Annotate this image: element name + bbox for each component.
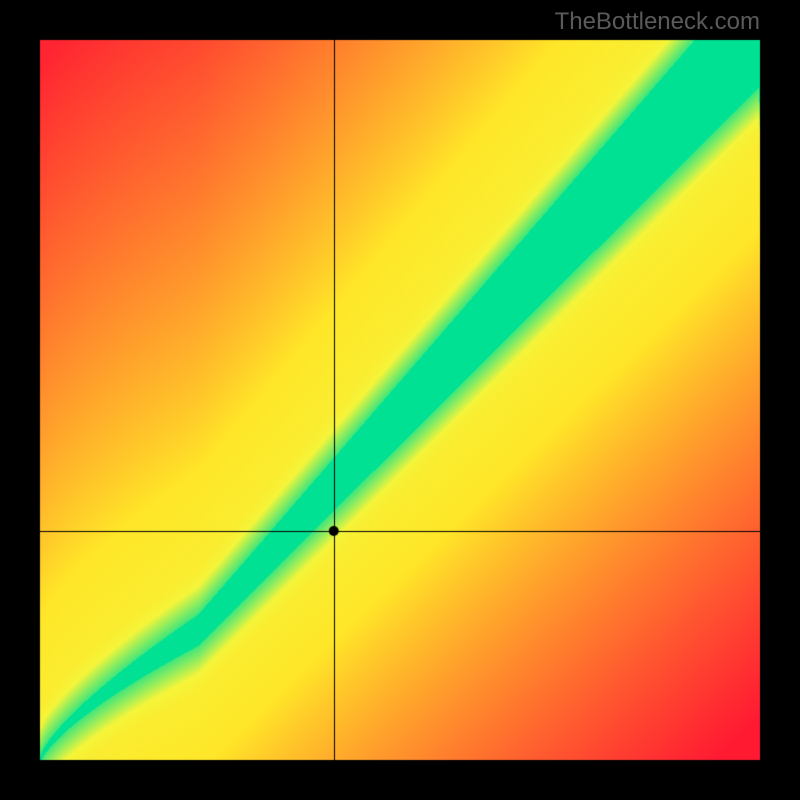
chart-root: { "canvas": { "width": 800, "height": 80… [0, 0, 800, 800]
watermark-text: TheBottleneck.com [555, 8, 760, 36]
heatmap-canvas [0, 0, 800, 800]
